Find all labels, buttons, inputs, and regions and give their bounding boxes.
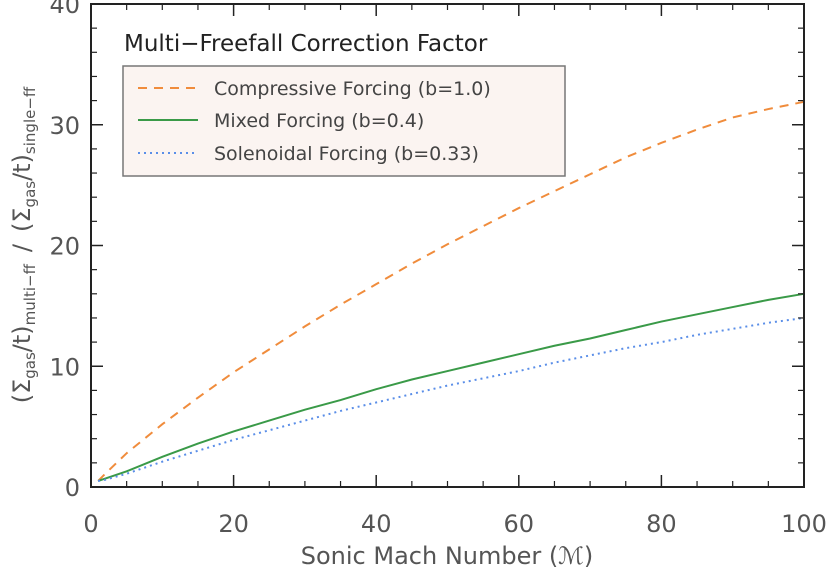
x-tick-label: 20 [218, 510, 249, 538]
y-tick-label: 10 [49, 353, 80, 381]
legend-label-1: Compressive Forcing (b=1.0) [214, 78, 491, 100]
y-title-sub-single: single−ff [21, 86, 39, 154]
y-title-sigma-2: (Σ [8, 207, 36, 232]
legend-label-3: Solenoidal Forcing (b=0.33) [214, 143, 479, 165]
series-line-3 [97, 316, 805, 482]
tick-layer: 0 20 40 60 80 100 0 10 20 30 40 [49, 0, 826, 538]
x-tick-label: 80 [646, 510, 677, 538]
chart-title: Multi−Freefall Correction Factor [124, 31, 488, 57]
series-line-2 [97, 292, 805, 482]
y-title-sub-gas-1: gas [21, 352, 39, 379]
y-title-mid-1: /t) [8, 325, 36, 352]
y-title-sub-multi: multi−ff [21, 263, 39, 325]
series-line-1 [97, 100, 805, 482]
y-tick-label: 0 [65, 474, 80, 502]
y-axis-title: (Σgas/t)multi−ff/(Σgas/t)single−ff [8, 86, 39, 403]
y-title-sub-gas-2: gas [21, 181, 39, 208]
legend-label-2: Mixed Forcing (b=0.4) [214, 110, 424, 132]
series-layer [97, 100, 805, 482]
x-tick-label: 100 [781, 510, 827, 538]
y-tick-label: 20 [49, 233, 80, 261]
legend: Compressive Forcing (b=1.0) Mixed Forcing… [138, 78, 491, 165]
x-tick-label: 60 [504, 510, 535, 538]
y-tick-label: 30 [49, 112, 80, 140]
x-tick-label: 0 [83, 510, 98, 538]
y-title-separator: / [8, 243, 36, 252]
y-title-mid-2: /t) [8, 154, 36, 181]
y-tick-label: 40 [49, 0, 80, 19]
x-axis-title: Sonic Mach Number (ℳ) [301, 542, 594, 570]
x-tick-label: 40 [361, 510, 392, 538]
y-title-sigma-1: (Σ [8, 379, 36, 404]
